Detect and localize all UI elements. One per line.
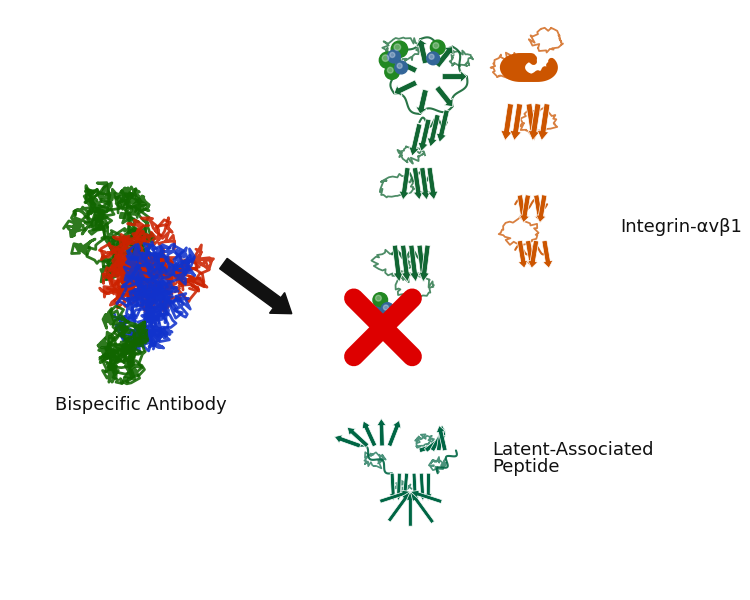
Polygon shape bbox=[427, 167, 438, 200]
Polygon shape bbox=[526, 241, 536, 268]
Circle shape bbox=[373, 310, 377, 314]
Polygon shape bbox=[380, 490, 410, 503]
Polygon shape bbox=[409, 245, 420, 282]
Polygon shape bbox=[416, 39, 428, 64]
Polygon shape bbox=[427, 115, 440, 147]
Polygon shape bbox=[401, 473, 409, 500]
Polygon shape bbox=[419, 440, 444, 452]
Polygon shape bbox=[528, 104, 541, 140]
Polygon shape bbox=[410, 491, 434, 524]
Polygon shape bbox=[419, 245, 430, 282]
Polygon shape bbox=[413, 167, 423, 200]
Polygon shape bbox=[424, 473, 432, 500]
Polygon shape bbox=[518, 241, 528, 268]
Circle shape bbox=[370, 307, 383, 320]
Polygon shape bbox=[334, 435, 361, 448]
Polygon shape bbox=[528, 241, 538, 268]
Polygon shape bbox=[394, 473, 403, 500]
Circle shape bbox=[388, 50, 400, 63]
Polygon shape bbox=[399, 167, 410, 200]
Polygon shape bbox=[387, 491, 410, 522]
Circle shape bbox=[390, 52, 395, 58]
Polygon shape bbox=[442, 71, 467, 82]
Polygon shape bbox=[542, 241, 553, 268]
Polygon shape bbox=[510, 104, 523, 140]
Polygon shape bbox=[436, 425, 447, 451]
Polygon shape bbox=[347, 427, 369, 448]
Polygon shape bbox=[501, 104, 514, 140]
Circle shape bbox=[397, 64, 402, 68]
Circle shape bbox=[394, 44, 400, 50]
Text: Peptide: Peptide bbox=[493, 458, 560, 476]
Polygon shape bbox=[435, 85, 453, 107]
Polygon shape bbox=[526, 104, 538, 140]
Polygon shape bbox=[430, 428, 445, 452]
Circle shape bbox=[392, 41, 407, 58]
Polygon shape bbox=[362, 421, 376, 447]
Circle shape bbox=[376, 295, 381, 301]
Polygon shape bbox=[419, 473, 426, 500]
Polygon shape bbox=[410, 490, 442, 503]
Circle shape bbox=[430, 40, 445, 55]
Polygon shape bbox=[419, 119, 431, 151]
Polygon shape bbox=[400, 245, 412, 282]
Circle shape bbox=[387, 67, 393, 73]
FancyArrow shape bbox=[220, 259, 292, 314]
Text: Latent-Associated: Latent-Associated bbox=[493, 442, 654, 460]
Polygon shape bbox=[377, 419, 386, 446]
Circle shape bbox=[385, 65, 400, 79]
Polygon shape bbox=[394, 80, 418, 96]
Polygon shape bbox=[411, 473, 419, 500]
Polygon shape bbox=[518, 195, 528, 223]
Circle shape bbox=[429, 54, 434, 59]
Polygon shape bbox=[387, 421, 401, 447]
Text: Integrin-αvβ1: Integrin-αvβ1 bbox=[620, 218, 742, 236]
Polygon shape bbox=[409, 124, 422, 156]
Polygon shape bbox=[416, 89, 428, 114]
Circle shape bbox=[394, 61, 407, 74]
Circle shape bbox=[380, 52, 396, 68]
Text: Bispecific Antibody: Bispecific Antibody bbox=[56, 396, 227, 414]
Circle shape bbox=[381, 303, 394, 316]
Polygon shape bbox=[520, 195, 530, 223]
Polygon shape bbox=[417, 245, 428, 282]
Polygon shape bbox=[389, 473, 397, 500]
Polygon shape bbox=[435, 47, 453, 68]
Polygon shape bbox=[534, 195, 544, 223]
Circle shape bbox=[433, 43, 439, 49]
Polygon shape bbox=[536, 195, 547, 223]
Polygon shape bbox=[424, 434, 445, 452]
Circle shape bbox=[383, 305, 388, 310]
Circle shape bbox=[373, 293, 388, 307]
Polygon shape bbox=[406, 491, 414, 526]
Polygon shape bbox=[394, 58, 418, 73]
Polygon shape bbox=[537, 104, 550, 140]
Circle shape bbox=[382, 55, 388, 61]
Polygon shape bbox=[420, 167, 430, 200]
Circle shape bbox=[427, 52, 439, 65]
Polygon shape bbox=[436, 110, 449, 142]
Polygon shape bbox=[436, 425, 445, 451]
Polygon shape bbox=[392, 245, 404, 282]
